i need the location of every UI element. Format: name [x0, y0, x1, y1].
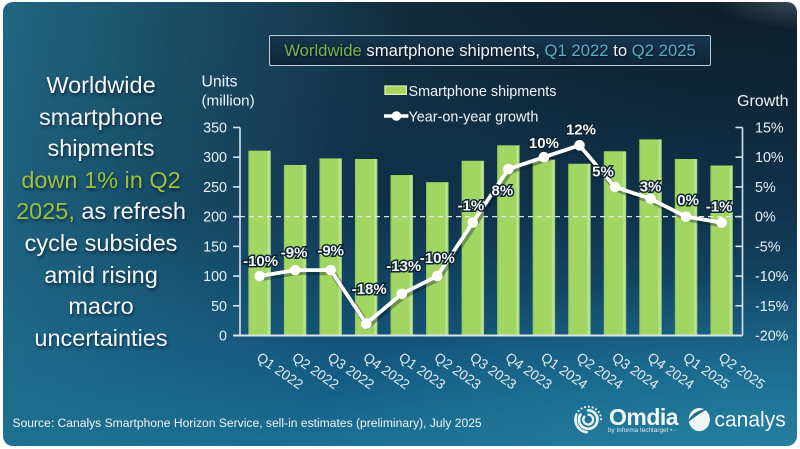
svg-text:-20%: -20%	[755, 329, 789, 345]
svg-text:50: 50	[211, 299, 227, 315]
svg-text:300: 300	[203, 150, 227, 166]
svg-text:10%: 10%	[755, 150, 784, 166]
svg-text:350: 350	[203, 121, 227, 137]
svg-text:-15%: -15%	[755, 299, 789, 315]
svg-text:15%: 15%	[755, 121, 784, 137]
svg-text:Year-on-year growth: Year-on-year growth	[409, 110, 539, 126]
svg-text:Smartphone shipments: Smartphone shipments	[409, 84, 557, 100]
svg-text:Omdia: Omdia	[609, 404, 679, 430]
svg-text:0%: 0%	[755, 210, 776, 226]
svg-text:-10%: -10%	[243, 253, 278, 270]
svg-text:Growth: Growth	[737, 93, 789, 110]
svg-text:0%: 0%	[677, 192, 699, 209]
svg-text:-10%: -10%	[755, 269, 789, 285]
svg-text:100: 100	[203, 269, 227, 285]
svg-text:-18%: -18%	[352, 281, 387, 298]
svg-text:10%: 10%	[529, 135, 559, 152]
svg-text:8%: 8%	[492, 183, 514, 200]
svg-text:-1%: -1%	[706, 199, 733, 216]
svg-text:5%: 5%	[755, 180, 776, 196]
svg-text:-9%: -9%	[317, 243, 344, 260]
svg-text:150: 150	[203, 239, 227, 255]
svg-text:by Informa techtarget •··: by Informa techtarget •··	[608, 427, 677, 434]
svg-text:(million): (million)	[202, 93, 255, 110]
svg-text:5%: 5%	[592, 163, 614, 180]
svg-text:-10%: -10%	[420, 250, 455, 267]
svg-text:200: 200	[203, 210, 227, 226]
svg-text:12%: 12%	[566, 121, 596, 138]
svg-text:-9%: -9%	[281, 245, 308, 262]
svg-text:canalys: canalys	[715, 409, 786, 432]
svg-text:250: 250	[203, 180, 227, 196]
svg-text:-13%: -13%	[386, 258, 421, 275]
svg-text:-5%: -5%	[755, 239, 781, 255]
svg-text:3%: 3%	[640, 178, 662, 195]
svg-text:Units: Units	[202, 74, 238, 91]
svg-text:0: 0	[219, 329, 227, 345]
svg-text:-1%: -1%	[457, 198, 484, 215]
